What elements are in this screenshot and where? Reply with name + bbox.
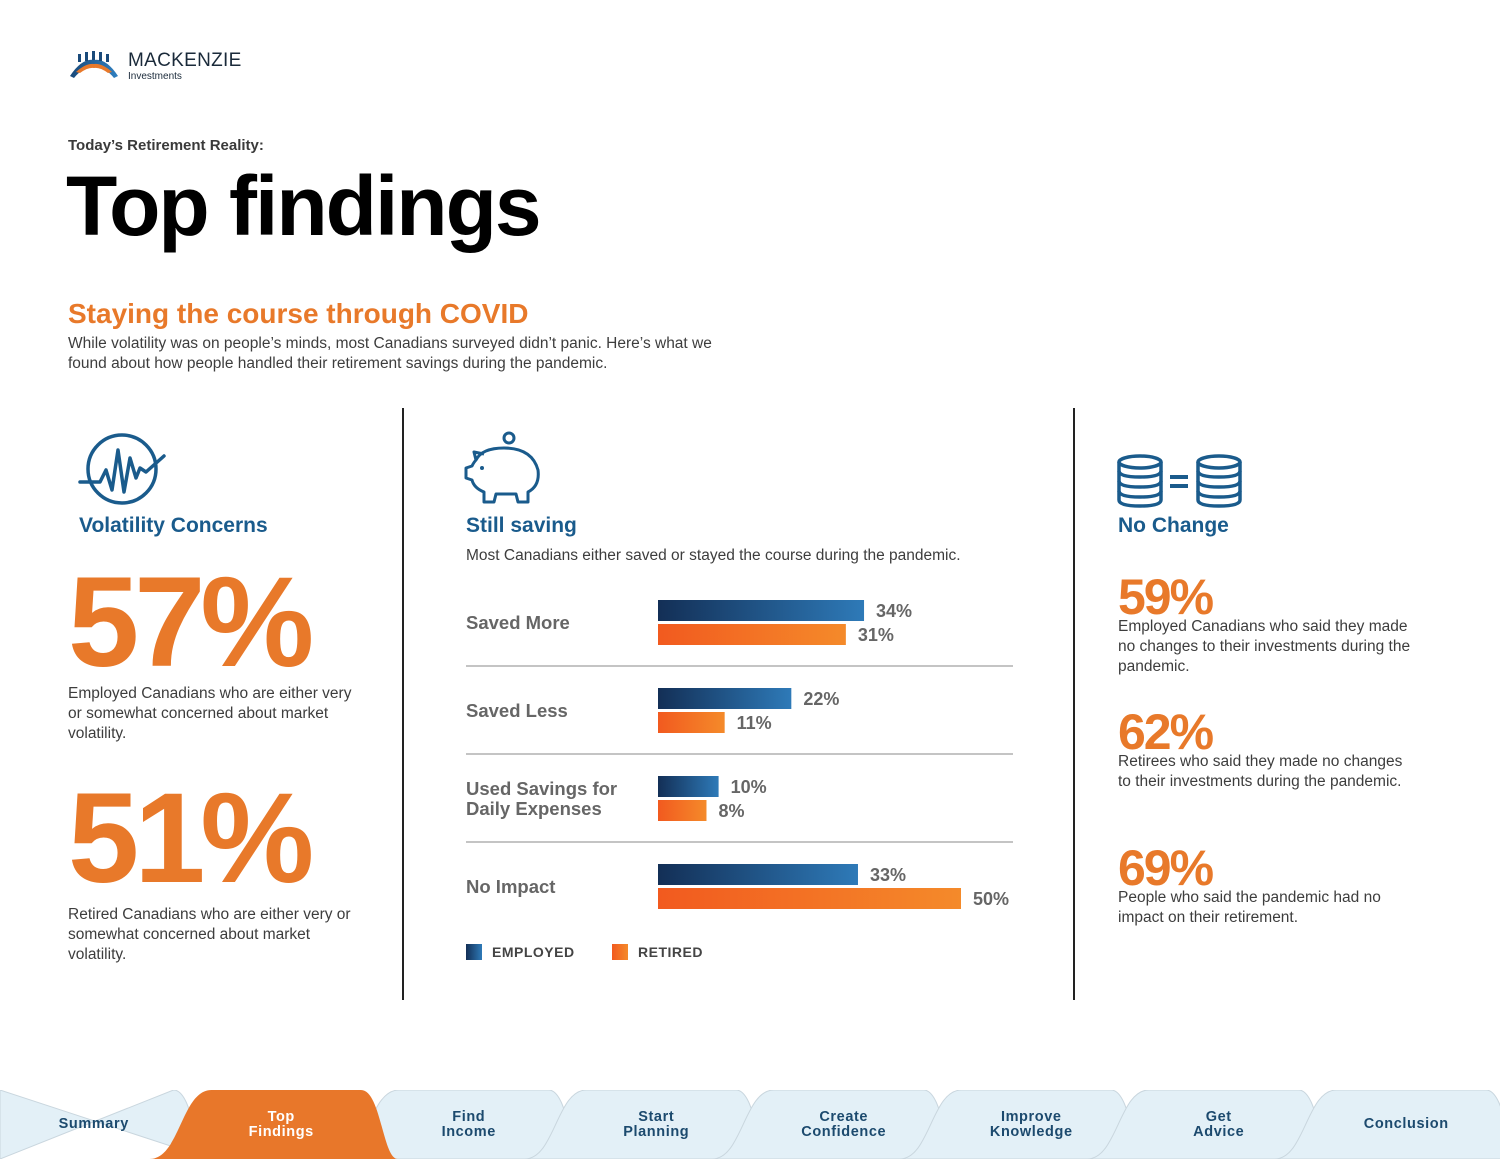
- bar-retired: [658, 888, 961, 909]
- nav-tab-start-planning[interactable]: Start Planning: [563, 1090, 751, 1159]
- column-divider-right: [1073, 408, 1075, 1000]
- mackenzie-logo: MACKENZIE Investments: [68, 50, 242, 82]
- category-label: Used Savings for: [466, 778, 617, 799]
- data-label-employed: 22%: [803, 689, 839, 709]
- volatility-stat-employed: 57%: [68, 551, 314, 694]
- nav-tab-conclusion[interactable]: Conclusion: [1313, 1090, 1500, 1159]
- eyebrow: Today’s Retirement Reality:: [68, 137, 264, 154]
- legend-swatch-employed: [466, 944, 482, 960]
- bar-retired: [658, 712, 725, 733]
- bar-employed: [658, 688, 792, 709]
- nochange-stat-retirees: 62%: [1118, 704, 1214, 760]
- volatility-desc-retired: Retired Canadians who are either very or…: [68, 906, 351, 963]
- nav-tab-label: Start Planning: [623, 1108, 690, 1140]
- nochange-desc-no-impact: People who said the pandemic had no impa…: [1118, 889, 1381, 926]
- nav-tab-shape-active: [149, 1090, 398, 1159]
- mackenzie-logo-icon: [70, 51, 118, 78]
- nav-tab-top-findings[interactable]: Top Findings: [188, 1090, 376, 1159]
- legend-label-employed: EMPLOYED: [492, 944, 575, 960]
- section-title: Staying the course through COVID: [68, 298, 529, 329]
- data-label-retired: 8%: [718, 801, 744, 821]
- piggy-bank-icon: [464, 431, 540, 504]
- legend-label-retired: RETIRED: [638, 944, 703, 960]
- volatility-desc-employed: Employed Canadians who are either very o…: [68, 685, 352, 742]
- nav-tab-label: Top Findings: [248, 1108, 314, 1140]
- nav-tab-improve-knowledge[interactable]: Improve Knowledge: [938, 1090, 1126, 1159]
- category-label: Daily Expenses: [466, 798, 602, 819]
- category-label: Saved Less: [466, 700, 568, 721]
- bar-retired: [658, 624, 846, 645]
- nav-tab-find-income[interactable]: Find Income: [375, 1090, 563, 1159]
- data-label-retired: 11%: [737, 713, 772, 733]
- saving-heading: Still saving: [466, 514, 577, 537]
- section-description: While volatility was on people’s minds, …: [68, 335, 712, 372]
- column-divider-left: [402, 408, 404, 1000]
- nav-tab-label: Create Confidence: [801, 1108, 887, 1140]
- nochange-stat-no-impact: 69%: [1118, 840, 1214, 896]
- legend-swatch-retired: [612, 944, 628, 960]
- category-label: Saved More: [466, 612, 570, 633]
- nav-tab-label: Find Income: [441, 1108, 496, 1140]
- nav-tab-label: Conclusion: [1363, 1116, 1449, 1132]
- nav-tab-create-confidence[interactable]: Create Confidence: [750, 1090, 938, 1159]
- section-nav: Summary Top Findings Find Income Start Plan…: [0, 1090, 1500, 1159]
- heartbeat-icon: [78, 433, 166, 505]
- data-label-retired: 31%: [858, 625, 894, 645]
- savings-bar-chart: Saved More 34% 31% Saved Less 22% 11% Used Sav…: [466, 600, 1013, 909]
- volatility-heading: Volatility Concerns: [79, 514, 268, 537]
- nochange-desc-retirees: Retirees who said they made no changes t…: [1118, 753, 1403, 790]
- bar-employed: [658, 600, 865, 621]
- nav-tab-shapes: [0, 1090, 1500, 1159]
- logo-brand: MACKENZIE: [128, 50, 242, 71]
- nav-tab-summary[interactable]: Summary: [0, 1090, 188, 1159]
- nav-tab-label: Summary: [58, 1116, 129, 1132]
- bar-retired: [658, 800, 707, 821]
- page-title: Top findings: [66, 159, 542, 253]
- data-label-retired: 50%: [973, 889, 1009, 909]
- category-label: No Impact: [466, 876, 555, 897]
- nav-tab-get-advice[interactable]: Get Advice: [1125, 1090, 1313, 1159]
- coins-equal-icon: [1117, 454, 1242, 508]
- data-label-employed: 34%: [876, 601, 912, 621]
- saving-description: Most Canadians either saved or stayed th…: [466, 547, 961, 564]
- nav-tab-shape: [1274, 1090, 1500, 1159]
- data-label-employed: 10%: [731, 777, 767, 797]
- nochange-heading: No Change: [1118, 514, 1229, 537]
- nav-tab-label: Get Advice: [1193, 1108, 1245, 1140]
- nochange-stat-employed: 59%: [1118, 569, 1214, 625]
- logo-sub: Investments: [128, 71, 182, 82]
- nav-tab-label: Improve Knowledge: [989, 1108, 1073, 1140]
- legend-employed: EMPLOYED: [466, 944, 575, 960]
- nochange-desc-employed: Employed Canadians who said they made no…: [1118, 618, 1411, 675]
- legend-retired: RETIRED: [612, 944, 703, 960]
- bar-employed: [658, 776, 719, 797]
- volatility-stat-retired: 51%: [68, 767, 314, 910]
- bar-employed: [658, 864, 858, 885]
- data-label-employed: 33%: [870, 865, 906, 885]
